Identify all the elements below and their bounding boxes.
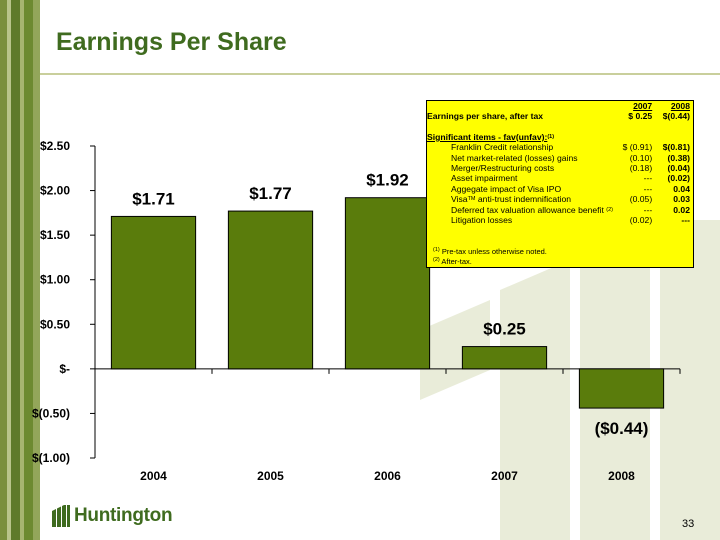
table-row-2008: --- [681,215,690,226]
table-row-2007: $ (0.91) [622,142,653,153]
table-row-label: Net market-related (losses) gains [451,152,578,163]
data-label: $1.77 [249,184,292,203]
table-row-2007: --- [643,183,653,194]
table-row-2008: 0.02 [673,204,690,215]
title-divider [40,73,720,75]
table-row-label: Franklin Credit relationship [451,142,554,153]
data-label: $0.25 [483,320,526,339]
page-number: 33 [682,518,695,530]
bar [344,197,431,370]
significant-items-footnote-mark: (1) [547,133,555,140]
footnote-2: (2) After-tax. [433,257,472,266]
table-header-2008: 2008 [670,101,690,111]
y-tick-label: $1.50 [40,228,70,242]
data-label: $1.92 [366,171,409,190]
table-row-2008: (0.04) [667,163,690,174]
table-row-label: Deferred tax valuation allowance benefit… [451,204,613,215]
bar [578,368,665,409]
background-watermark [420,220,720,540]
table-row-2007: --- [643,204,653,215]
page-title: Earnings Per Share [56,28,287,56]
significant-items-table: 2007 2008 Earnings per share, after tax … [426,100,694,268]
table-row-label: Litigation losses [451,215,513,226]
table-row-2007: (0.18) [629,163,653,174]
x-tick-label: 2005 [257,469,284,483]
x-tick-label: 2004 [140,469,167,483]
bar [227,210,314,370]
huntington-logo-icon [52,505,70,527]
y-tick-label: $0.50 [40,317,70,331]
table-row-2008: (0.38) [667,152,690,163]
table-row-2008: 0.04 [673,183,690,194]
table-row-label: Aggegate impact of Visa IPO [451,183,562,194]
x-tick-label: 2006 [374,469,401,483]
table-row-label: Merger/Restructuring costs [451,163,555,174]
table-row-2007: (0.02) [629,215,653,226]
table-header-2007: 2007 [633,101,653,111]
y-tick-label: $1.00 [40,273,70,287]
y-tick-label: $- [59,362,70,376]
table-header-label [427,101,613,111]
huntington-logo: Huntington [52,504,173,528]
x-tick-label: 2008 [608,469,635,483]
table-row-2008: (0.02) [667,173,690,184]
significant-items-heading: Significant items - fav(unfav): [427,131,548,142]
bar [110,215,197,370]
data-label: ($0.44) [595,419,649,438]
data-label: $1.71 [132,189,175,208]
table-row-2007: (0.10) [629,152,653,163]
y-tick-label: $2.50 [40,139,70,153]
left-decorative-stripes [0,0,40,540]
eps-row-2007: $ 0.25 [628,111,653,122]
table-row-2008: 0.03 [673,194,690,205]
logo-wordmark: Huntington [74,505,173,526]
footnote-1: (1) Pre-tax unless otherwise noted. [433,247,547,256]
y-tick-label: $2.00 [40,184,70,198]
table-row-label: Asset impairment [451,173,518,184]
eps-row-2008: $(0.44) [662,111,690,122]
x-tick-label: 2007 [491,469,518,483]
eps-row-label: Earnings per share, after tax [427,111,544,122]
table-row-label: VisaTM anti-trust indemnification [451,194,572,205]
bar [461,346,548,370]
table-row-2007: --- [643,173,653,184]
table-row-2007: (0.05) [629,194,653,205]
y-tick-label: $(0.50) [32,406,70,420]
table-row-2008: $(0.81) [662,142,690,153]
y-tick-label: $(1.00) [32,451,70,465]
